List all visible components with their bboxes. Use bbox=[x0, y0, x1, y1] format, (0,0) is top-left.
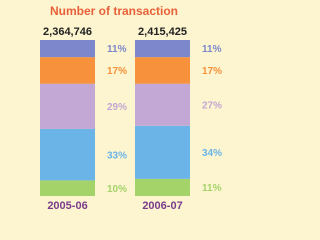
chart-title: Number of transaction bbox=[50, 4, 178, 18]
background bbox=[0, 0, 229, 214]
value-label: 17% bbox=[107, 66, 127, 77]
bar-segment bbox=[135, 125, 190, 179]
value-label: 11% bbox=[202, 183, 222, 194]
x-tick-label: 2006-07 bbox=[142, 200, 182, 212]
bar-segment bbox=[40, 128, 95, 181]
bar-segment bbox=[135, 83, 190, 126]
bar-segment bbox=[135, 57, 190, 84]
bar-segment bbox=[40, 83, 95, 129]
value-label: 33% bbox=[107, 150, 127, 161]
bar-segment bbox=[135, 178, 190, 196]
total-label: 2,415,425 bbox=[138, 26, 187, 38]
value-label: 27% bbox=[202, 100, 222, 111]
chart: Number of transaction 10% 33% 29% 17% 11% 2,3… bbox=[0, 0, 229, 214]
bar-segment bbox=[40, 180, 95, 196]
bar-segment bbox=[135, 40, 190, 58]
value-label: 34% bbox=[202, 148, 222, 159]
x-tick-label: 2005-06 bbox=[47, 200, 87, 212]
bar-segment bbox=[40, 40, 95, 58]
value-label: 11% bbox=[202, 44, 222, 55]
value-label: 10% bbox=[107, 184, 127, 195]
total-label: 2,364,746 bbox=[43, 26, 92, 38]
bar-segment bbox=[40, 57, 95, 84]
value-label: 17% bbox=[202, 66, 222, 77]
value-label: 29% bbox=[107, 102, 127, 113]
value-label: 11% bbox=[107, 44, 127, 55]
